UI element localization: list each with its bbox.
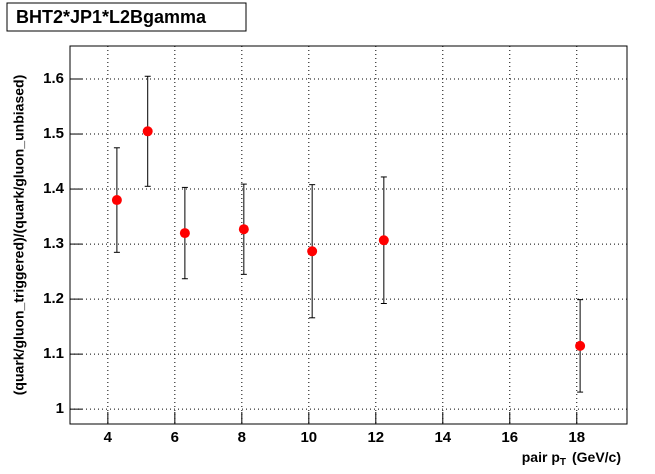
x-tick-label: 18 [568,429,585,446]
x-tick-label: 4 [104,429,113,446]
point [307,246,318,257]
x-label-text: pair p [522,449,560,465]
x-tick-label: 16 [501,429,518,446]
title-box [6,2,247,32]
y-tick-label: 1.5 [43,125,64,142]
x-label-subscript: T [560,457,566,468]
point [111,195,122,206]
y-axis-label: (quark/gluon_triggered)/(quark/gluon_unb… [11,75,27,395]
x-label-suffix: (GeV/c) [572,449,621,465]
y-tick-label: 1.3 [43,235,64,252]
y-tick-label: 1.6 [43,70,64,87]
plot-frame [69,45,628,425]
x-tick-label: 8 [238,429,246,446]
point [179,228,190,239]
y-tick-label: 1.4 [43,180,65,197]
x-axis-label: pair pT (GeV/c) [522,449,621,468]
point [142,126,153,137]
x-tick-label: 14 [434,429,451,446]
point [238,224,249,235]
x-tick-label: 12 [367,429,384,446]
x-tick-label: 10 [300,429,317,446]
chart-title: BHT2*JP1*L2Bgamma [16,7,207,27]
y-tick-label: 1.2 [43,290,64,307]
x-tick-label: 6 [171,429,179,446]
y-tick-label: 1.1 [43,345,64,362]
point [378,235,389,246]
point [575,340,586,351]
y-tick-label: 1 [56,400,64,417]
